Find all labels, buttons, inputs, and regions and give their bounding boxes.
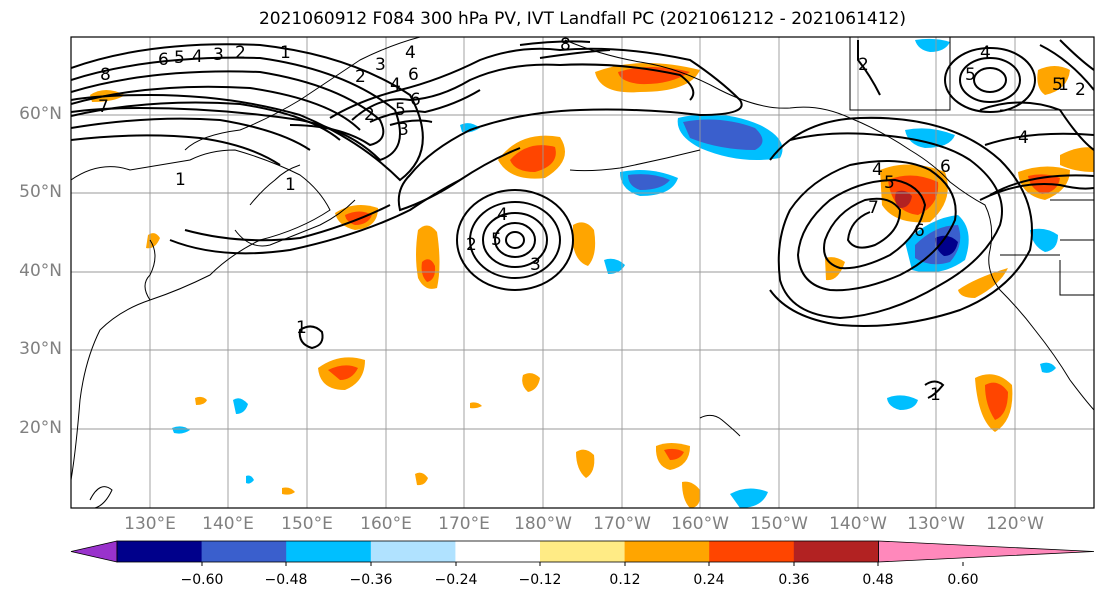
contour-label: 5	[884, 173, 895, 193]
colorbar	[70, 540, 1095, 563]
contour-label: 8	[560, 35, 571, 55]
pv-anomaly-shading	[90, 38, 1094, 508]
lon-label: 170°W	[593, 514, 651, 534]
contour-label: 5	[395, 100, 406, 120]
lon-label: 160°E	[360, 514, 412, 534]
colorbar-segment	[624, 541, 710, 562]
contour-label: 4	[872, 160, 883, 180]
lon-label: 130°E	[124, 514, 176, 534]
colorbar-outline	[116, 540, 879, 563]
colorbar-label: −0.48	[264, 572, 308, 588]
colorbar-label: 0.48	[862, 572, 894, 588]
contour-label: 1	[296, 318, 307, 338]
contour-label: 8	[100, 65, 111, 85]
contour-label: 4	[980, 43, 991, 63]
contour-label: 6	[158, 50, 169, 70]
lat-label: 40°N	[19, 261, 62, 281]
contour-label: 5	[174, 48, 185, 68]
contour-label: 1	[285, 175, 296, 195]
colorbar-segment	[201, 541, 287, 562]
lon-label: 130°W	[907, 514, 965, 534]
colorbar-ticks	[201, 562, 964, 566]
colorbar-label: 0.36	[778, 572, 810, 588]
lon-label: 150°W	[750, 514, 808, 534]
lon-label: 150°E	[281, 514, 333, 534]
figure-title: 2021060912 F084 300 hPa PV, IVT Landfall…	[258, 9, 906, 29]
colorbar-label: −0.60	[180, 572, 224, 588]
map-background	[71, 37, 1094, 508]
colorbar-segment	[455, 541, 541, 562]
lon-label: 180°W	[514, 514, 572, 534]
contour-label: 3	[213, 45, 224, 65]
contour-label: 7	[868, 198, 879, 218]
colorbar-segment	[117, 541, 203, 562]
contour-label: 4	[192, 47, 203, 67]
lat-label: 20°N	[19, 418, 62, 438]
contour-label: 6	[940, 157, 951, 177]
contour-label: 7	[98, 97, 109, 117]
contour-label: 3	[530, 255, 541, 275]
contour-label: 2	[1075, 80, 1086, 100]
contour-label: 3	[375, 55, 386, 75]
colorbar-label: 0.12	[609, 572, 641, 588]
contour-label: 1	[280, 43, 291, 63]
lon-label: 140°E	[202, 514, 254, 534]
contour-label: 5	[965, 65, 976, 85]
contour-label: 2	[858, 55, 869, 75]
lon-label: 160°W	[671, 514, 729, 534]
contour-label: 4	[497, 205, 508, 225]
contour-label: 4	[1018, 128, 1029, 148]
lon-label: 120°W	[986, 514, 1044, 534]
colorbar-label: −0.12	[518, 572, 562, 588]
contour-label: 6	[410, 90, 421, 110]
pv-contours	[71, 39, 1094, 399]
colorbar-segment	[540, 541, 626, 562]
colorbar-segment	[793, 541, 879, 562]
contour-label: 2	[355, 67, 366, 87]
coastlines	[71, 37, 1094, 508]
contour-labels: 8 7 6 5 4 3 2 1 1 2 3 4 5 6 6 8 1 2 3 4 …	[98, 35, 1086, 405]
colorbar-label: 0.24	[693, 572, 725, 588]
contour-label: 6	[914, 221, 925, 241]
contour-label: 4	[405, 43, 416, 63]
contour-label: 6	[408, 65, 419, 85]
colorbar-segment	[370, 541, 456, 562]
lat-label: 30°N	[19, 339, 62, 359]
lat-label: 60°N	[19, 104, 62, 124]
colorbar-label: −0.36	[349, 572, 393, 588]
contour-label: 5	[491, 230, 502, 250]
contour-label: 1	[175, 170, 186, 190]
contour-label: 2	[466, 235, 477, 255]
colorbar-label: −0.24	[434, 572, 478, 588]
lat-label: 50°N	[19, 182, 62, 202]
colorbar-segment	[709, 541, 795, 562]
contour-label: 1	[930, 385, 941, 405]
contour-label: 2	[364, 105, 375, 125]
contour-label: 5	[1052, 75, 1063, 95]
map-frame	[70, 36, 1095, 509]
colorbar-extend-low	[70, 540, 118, 563]
contour-label: 4	[390, 75, 401, 95]
lon-label: 140°W	[829, 514, 887, 534]
colorbar-label: 0.60	[947, 572, 979, 588]
colorbar-extend-high	[878, 540, 1095, 563]
lon-label: 170°E	[438, 514, 490, 534]
colorbar-segment	[286, 541, 372, 562]
contour-label: 3	[398, 120, 409, 140]
contour-label: 2	[235, 43, 246, 63]
contour-label: 1	[1058, 75, 1069, 95]
graticule	[71, 37, 1094, 508]
